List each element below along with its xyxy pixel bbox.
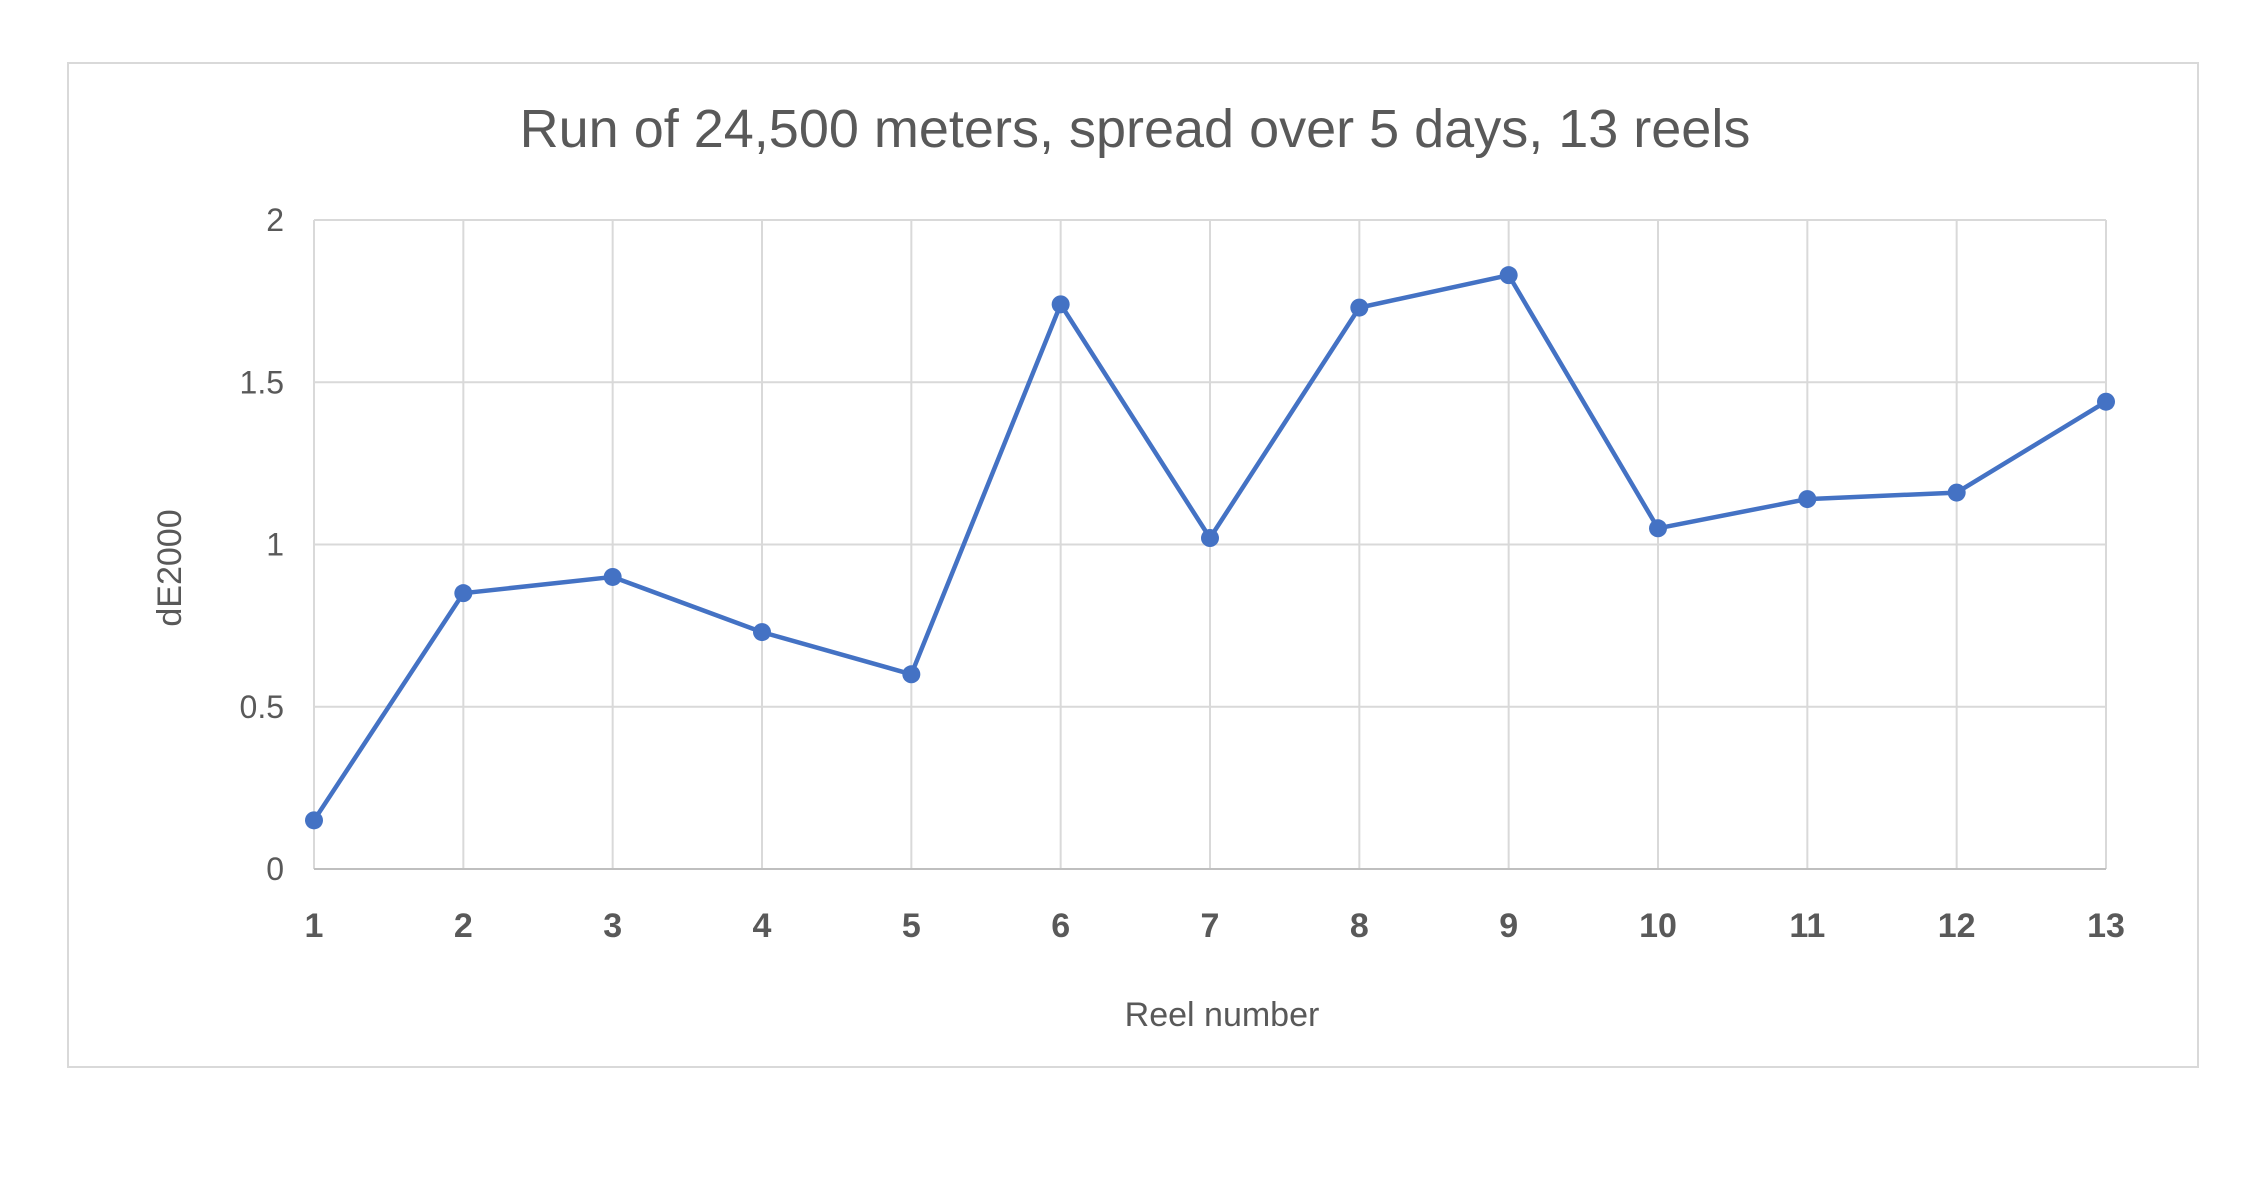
x-tick-labels: 1 2 3 4 5 6 7 8 9 10 11 12 13 <box>305 907 2125 945</box>
data-points <box>305 266 2115 830</box>
x-tick-label: 10 <box>1639 907 1677 945</box>
data-point <box>1798 490 1817 509</box>
data-point <box>1649 519 1667 538</box>
y-tick-label: 2 <box>266 202 284 238</box>
gridlines <box>313 219 2107 869</box>
x-axis-title: Reel number <box>1125 996 1320 1034</box>
data-point <box>305 811 323 830</box>
x-tick-label: 8 <box>1350 907 1369 945</box>
x-tick-label: 12 <box>1938 907 1976 945</box>
x-tick-label: 3 <box>603 907 622 945</box>
data-point <box>2097 392 2115 411</box>
x-tick-label: 4 <box>753 907 772 945</box>
chart-frame <box>67 62 2199 1068</box>
x-tick-label: 5 <box>902 907 921 945</box>
data-point <box>753 623 771 642</box>
x-tick-label: 2 <box>454 907 473 945</box>
data-point <box>1499 266 1518 285</box>
y-axis-title: dE2000 <box>151 509 189 626</box>
data-point <box>1947 483 1966 502</box>
data-point <box>1350 298 1369 317</box>
data-point <box>1051 295 1070 314</box>
y-tick-label: 0.5 <box>240 689 284 725</box>
data-point <box>902 665 921 684</box>
y-tick-labels: 0 0.5 1 1.5 2 <box>240 202 284 887</box>
y-tick-label: 0 <box>266 851 284 887</box>
y-tick-label: 1.5 <box>240 364 284 400</box>
x-tick-label: 7 <box>1201 907 1220 945</box>
x-tick-label: 11 <box>1789 907 1825 945</box>
x-tick-label: 9 <box>1499 907 1518 945</box>
data-point <box>454 584 473 603</box>
x-tick-label: 6 <box>1051 907 1070 945</box>
data-point <box>603 567 622 586</box>
chart-title: Run of 24,500 meters, spread over 5 days… <box>520 99 1751 159</box>
data-point <box>1201 529 1219 548</box>
x-tick-label: 1 <box>305 907 324 945</box>
x-tick-label: 13 <box>2087 907 2125 945</box>
y-tick-label: 1 <box>266 527 284 563</box>
